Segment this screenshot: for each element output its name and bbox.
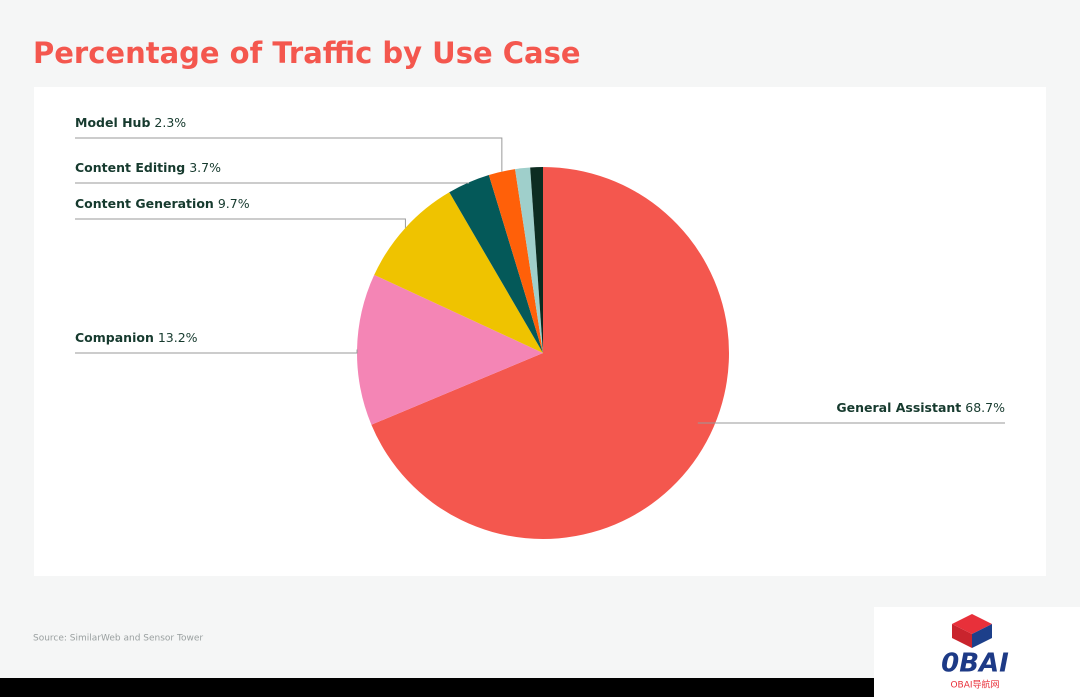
slice-name: Companion <box>75 330 154 345</box>
bottom-bar <box>0 678 1080 697</box>
slice-value: 3.7% <box>189 160 221 175</box>
pie-slice <box>374 192 543 353</box>
plot: General Assistant 68.7% Companion 13.2% Cont… <box>75 115 1005 539</box>
leader-line <box>75 137 503 172</box>
pie-slice <box>530 167 543 353</box>
slice-value: 13.2% <box>158 330 198 345</box>
watermark-logo: 0BAI <box>941 649 1009 679</box>
slice-label: Content Editing 3.7% <box>75 160 221 175</box>
slice-name: Model Hub <box>75 115 150 130</box>
leader-line <box>75 218 406 228</box>
chart-title: Percentage of Traffic by Use Case <box>33 36 581 70</box>
slice-value: 2.3% <box>154 115 186 130</box>
slice-label: Content Generation 9.7% <box>75 196 250 211</box>
slice-value: 9.7% <box>218 196 250 211</box>
leader-line <box>75 349 358 354</box>
watermark-caption: OBAI导航网 <box>950 679 999 691</box>
watermark-icon <box>952 614 992 648</box>
slice-label: General Assistant 68.7% <box>836 400 1005 415</box>
pie-slice <box>488 169 543 353</box>
slice-name: Content Generation <box>75 196 214 211</box>
pie-slice <box>449 175 543 353</box>
slice-label: Companion 13.2% <box>75 330 198 345</box>
pie-slice <box>356 274 543 425</box>
slice-name: General Assistant <box>836 400 961 415</box>
slice-label: Model Hub 2.3% <box>75 115 186 130</box>
pie-slice <box>515 167 543 353</box>
pie-slice <box>371 167 729 539</box>
slice-value: 68.7% <box>965 400 1005 415</box>
source-note: Source: SimilarWeb and Sensor Tower <box>33 634 203 644</box>
slice-name: Content Editing <box>75 160 185 175</box>
